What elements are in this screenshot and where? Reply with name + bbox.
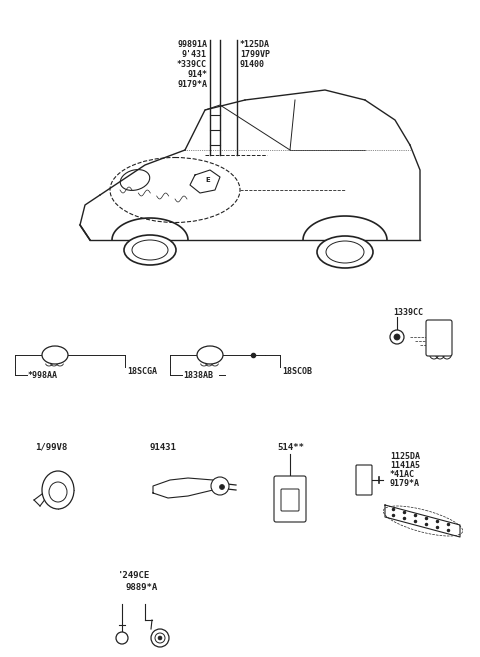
Circle shape	[155, 633, 165, 643]
FancyBboxPatch shape	[356, 465, 372, 495]
Text: 1339CC: 1339CC	[393, 308, 423, 317]
Text: 9'431: 9'431	[182, 50, 207, 59]
Ellipse shape	[326, 241, 364, 263]
Text: 1125DA: 1125DA	[390, 452, 420, 461]
Ellipse shape	[197, 346, 223, 364]
FancyBboxPatch shape	[281, 489, 299, 511]
Text: 1838AB: 1838AB	[183, 371, 213, 380]
Text: 9179*A: 9179*A	[177, 80, 207, 89]
Text: '249CE: '249CE	[118, 571, 150, 580]
Text: 514**: 514**	[277, 443, 304, 452]
Text: *339CC: *339CC	[177, 60, 207, 69]
Ellipse shape	[317, 236, 373, 268]
Text: *998AA: *998AA	[28, 371, 58, 380]
Text: 91400: 91400	[240, 60, 265, 69]
Ellipse shape	[124, 235, 176, 265]
Text: E: E	[205, 177, 210, 183]
Text: *125DA: *125DA	[240, 40, 270, 49]
Text: 18SCOB: 18SCOB	[282, 367, 312, 376]
Circle shape	[116, 632, 128, 644]
Circle shape	[390, 330, 404, 344]
Circle shape	[158, 636, 162, 640]
Ellipse shape	[42, 471, 74, 509]
Text: 914*: 914*	[187, 70, 207, 79]
Text: 99891A: 99891A	[177, 40, 207, 49]
Circle shape	[219, 484, 225, 489]
Ellipse shape	[42, 346, 68, 364]
Text: *41AC: *41AC	[390, 470, 415, 479]
Circle shape	[211, 477, 229, 495]
Text: 9179*A: 9179*A	[390, 479, 420, 488]
FancyBboxPatch shape	[274, 476, 306, 522]
Text: 91431: 91431	[150, 443, 177, 452]
Circle shape	[394, 334, 400, 340]
Ellipse shape	[132, 240, 168, 260]
Text: 9889*A: 9889*A	[125, 583, 157, 592]
FancyBboxPatch shape	[426, 320, 452, 356]
Text: 1799VP: 1799VP	[240, 50, 270, 59]
Text: 18SCGA: 18SCGA	[127, 367, 157, 376]
Ellipse shape	[49, 482, 67, 502]
Text: 1141A5: 1141A5	[390, 461, 420, 470]
Circle shape	[151, 629, 169, 647]
Text: 1/99V8: 1/99V8	[35, 443, 67, 452]
